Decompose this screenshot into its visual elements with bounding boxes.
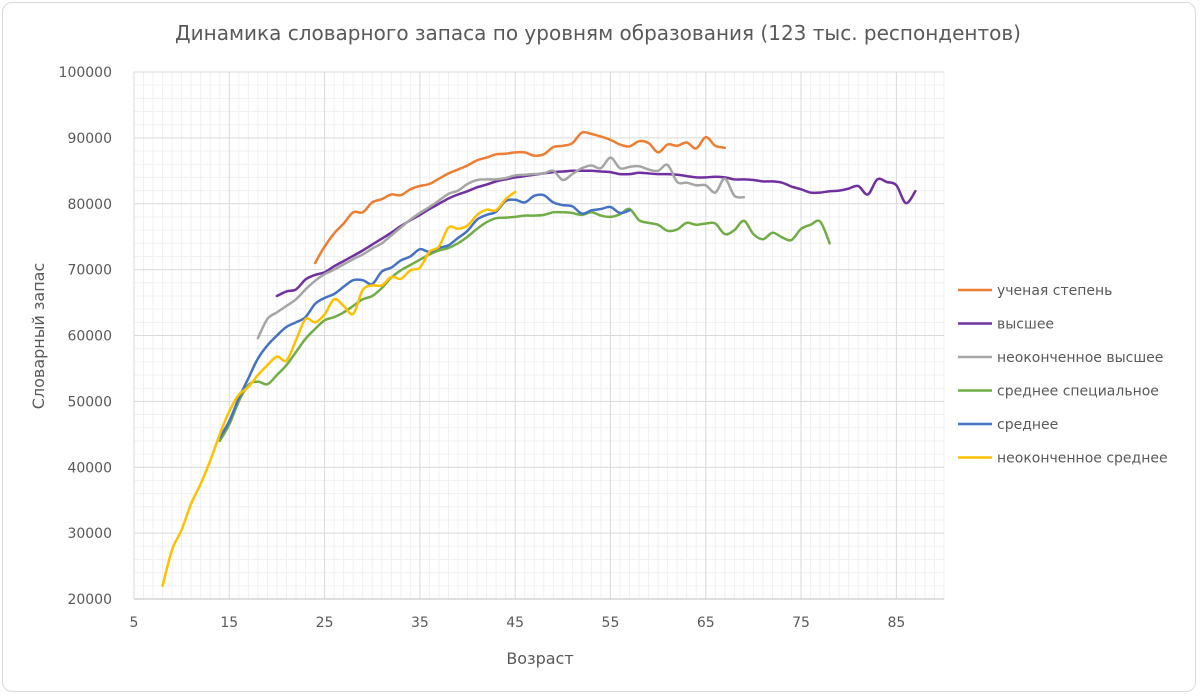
series-1-line [313,130,727,265]
x-tick-label: 45 [506,615,524,631]
x-tick-label: 85 [887,615,905,631]
y-tick-label: 70000 [67,263,112,279]
series-4-line [218,207,831,443]
x-tick-label: 65 [697,615,715,631]
x-tick-label: 15 [220,615,238,631]
legend-label: ученая степень [997,283,1112,299]
y-tick-label: 100000 [59,65,112,81]
legend: ученая степень высшее неоконченное высшее с… [958,283,1168,467]
legend-label: неоконченное среднее [997,451,1168,467]
y-tick-label: 60000 [67,329,112,345]
series-group [161,130,917,588]
legend-label: среднее [997,417,1058,433]
x-tick-label: 25 [316,615,334,631]
x-tick-label: 35 [411,615,429,631]
x-axis-label: Возраст [506,649,573,668]
legend-label: среднее специальное [997,384,1159,400]
legend-label: высшее [997,317,1054,333]
x-tick-labels: 5 15 25 35 45 55 65 75 85 [130,615,906,631]
series-5-line [218,193,631,439]
x-tick-label: 5 [130,615,139,631]
series-3-line [256,156,746,340]
y-axis-label: Словарный запас [29,263,48,410]
y-tick-label: 20000 [67,592,112,608]
legend-label: неоконченное высшее [997,350,1163,366]
chart-title: Динамика словарного запаса по уровням об… [175,21,1021,45]
y-tick-label: 80000 [67,197,112,213]
series-6-line [161,190,517,588]
y-tick-label: 90000 [67,131,112,147]
y-tick-label: 30000 [67,526,112,542]
x-tick-label: 55 [602,615,620,631]
y-tick-label: 50000 [67,394,112,410]
x-tick-label: 75 [792,615,810,631]
y-tick-label: 40000 [67,460,112,476]
y-tick-labels: 20000 30000 40000 50000 60000 70000 80000 90000… [59,65,112,608]
series-2-line [275,169,917,298]
